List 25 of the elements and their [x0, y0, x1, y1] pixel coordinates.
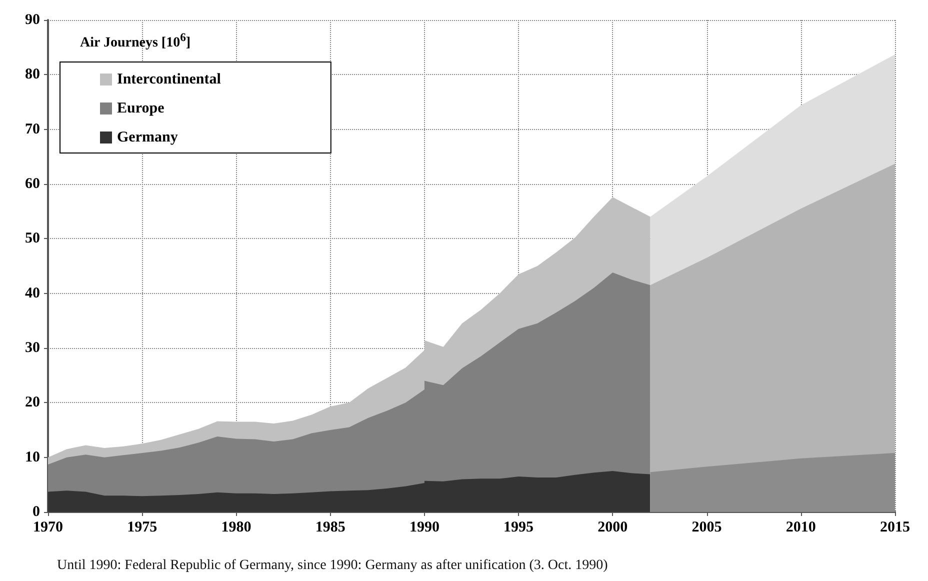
legend-label: Intercontinental	[117, 72, 221, 88]
y-tick-label: 20	[25, 394, 40, 411]
y-tick-label: 0	[32, 504, 40, 520]
y-tick-label: 60	[25, 176, 40, 192]
y-tick-label: 30	[25, 340, 40, 356]
x-tick-label: 1990	[409, 520, 440, 536]
x-tick-label: 2000	[598, 520, 628, 536]
x-tick-label: 2005	[692, 520, 722, 536]
x-tick-label: 1995	[504, 520, 534, 536]
legend-label: Germany	[117, 130, 178, 146]
y-tick-label: 10	[25, 449, 40, 466]
x-tick-label: 1970	[33, 520, 63, 536]
x-tick-label: 1980	[221, 520, 252, 536]
legend-title: Air Journeys [10$^{6}$]	[80, 31, 191, 52]
x-tick-label: 1985	[315, 520, 346, 536]
y-tick-label: 40	[25, 285, 40, 302]
x-tick-label: 1975	[127, 520, 158, 536]
x-tick-label: 2015	[880, 520, 910, 536]
y-tick-label: 80	[25, 66, 40, 83]
text: Until 1990: Federal Republic of Germany, since 1990: Germany as after unification (3. Oct. 1990)	[57, 558, 608, 574]
legend-label: Europe	[117, 100, 165, 116]
y-tick-label: 50	[25, 230, 40, 247]
x-tick-label: 2010	[786, 520, 816, 536]
y-tick-label: 70	[25, 121, 40, 138]
y-tick-label: 90	[25, 12, 40, 28]
